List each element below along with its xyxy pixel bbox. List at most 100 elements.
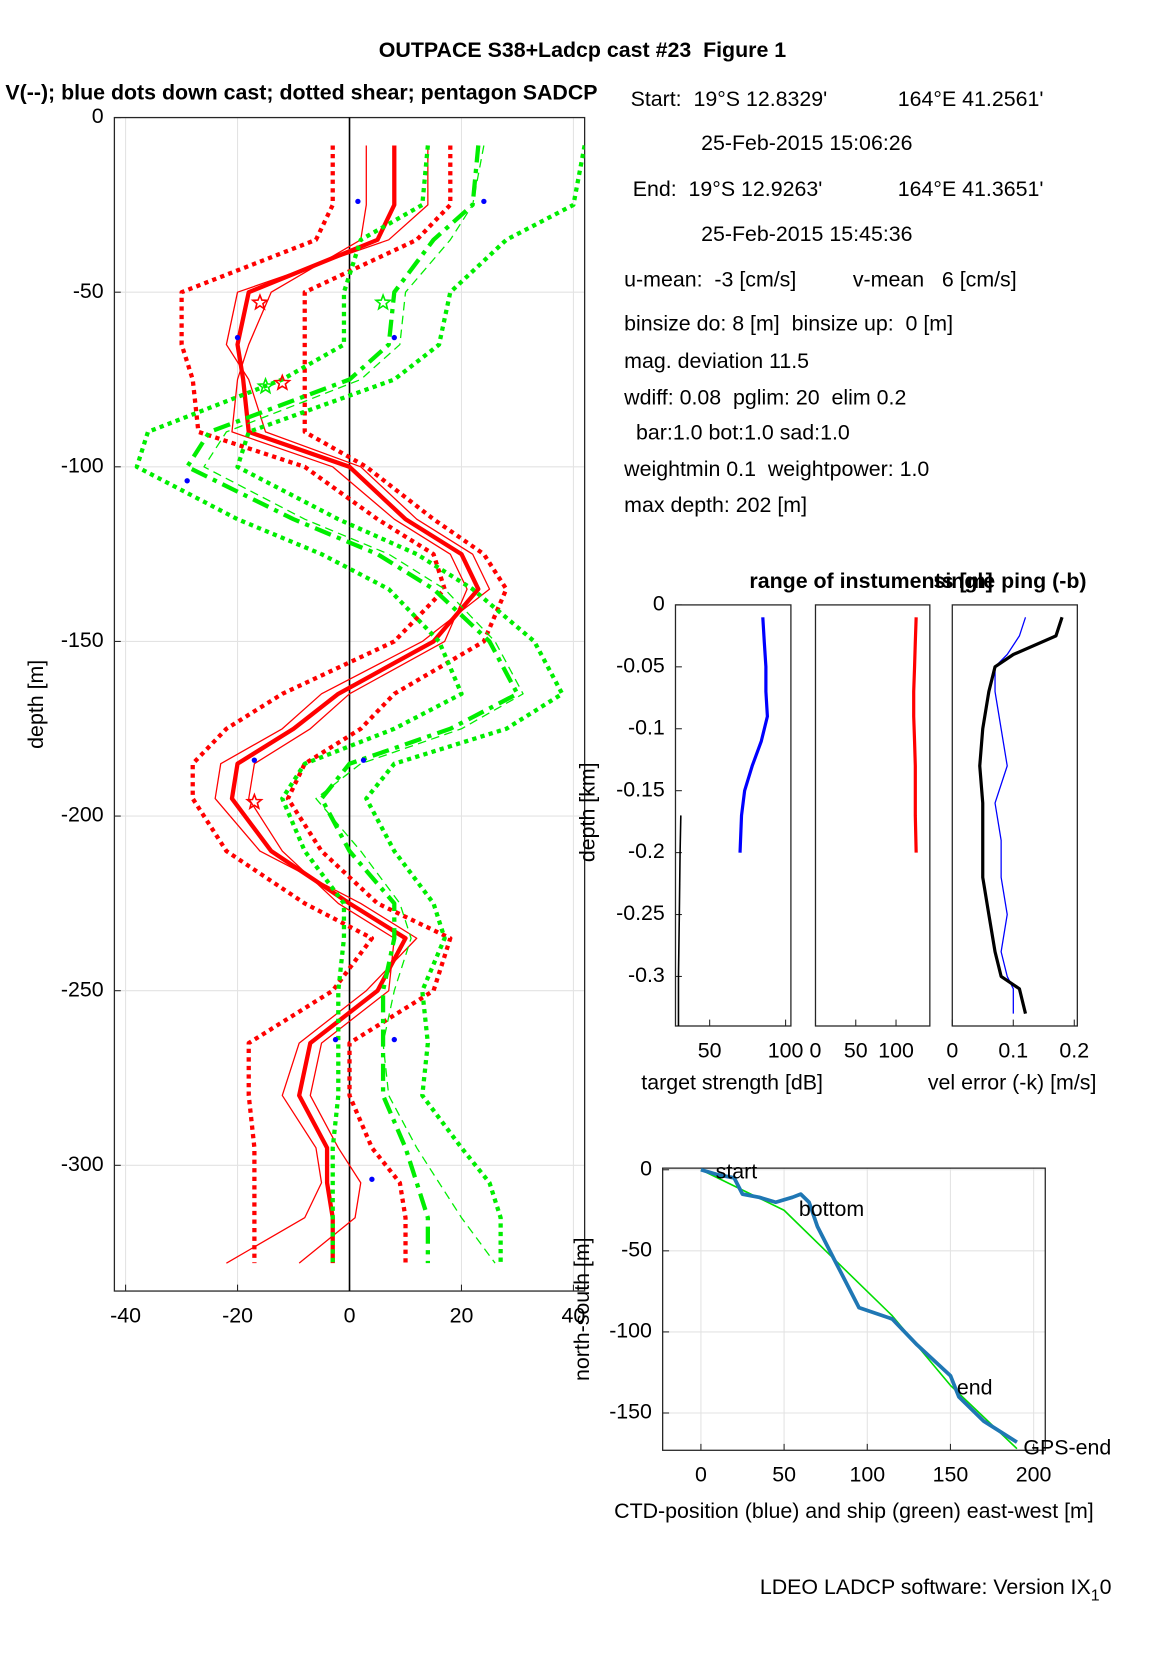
y-tick-label: -100 [61,453,104,477]
data-line [134,145,464,1264]
axes [113,116,586,1292]
x-axis-label: vel error (-k) [m/s] [928,1070,1097,1094]
axes-frame [662,1167,1046,1451]
data-dot [332,1036,339,1043]
y-axis-label: depth [km] [576,762,600,862]
data-dot [391,1036,397,1043]
y-tick-label: -0.25 [616,901,665,925]
data-dot [355,198,361,205]
y-tick-label: -0.3 [628,963,665,987]
x-tick-label: 0 [695,1463,707,1487]
info-text: 25-Feb-2015 15:45:36 [701,222,912,246]
star-marker [250,292,270,311]
y-tick-label: 0 [640,1156,652,1180]
footer-part: 0 [1100,1575,1112,1599]
plot-area [677,617,769,1026]
x-tick-label: 20 [450,1303,474,1327]
data-line [231,145,468,1264]
data-line [285,145,509,1264]
axes-frame [814,604,931,1027]
x-tick-label: 0 [344,1303,356,1327]
footer-part: LDEO LADCP software: Version IX [760,1575,1091,1599]
data-line [229,145,481,1264]
axes [951,604,1078,1027]
plot-area [912,617,918,853]
data-line [179,145,447,1264]
info-text: binsize do: 8 [m] binsize up: 0 [m] [624,312,953,336]
data-line [235,145,585,1264]
data-line [185,145,520,1264]
data-dot [391,334,397,341]
x-tick-label: 0.2 [1059,1038,1089,1062]
data-line [214,145,491,1264]
axes-frame [674,604,792,1027]
axes [662,1167,1046,1451]
info-text: bar:1.0 bot:1.0 sad:1.0 [624,421,850,445]
y-tick-label: -0.15 [616,777,665,801]
data-dot [251,757,258,763]
x-tick-label: 50 [844,1038,868,1062]
footer-part: 1 [1091,1587,1100,1605]
info-text: 164°E 41.2561' [898,87,1044,111]
y-tick-label: -150 [609,1400,652,1424]
annotation: bottom [799,1197,864,1221]
y-tick-label: 0 [92,104,104,128]
info-text: max depth: 202 [m] [624,493,807,517]
info-text: 164°E 41.3651' [898,177,1044,201]
x-tick-label: 0 [810,1038,822,1062]
axes [814,604,931,1027]
x-axis-label: CTD-position (blue) and ship (green) eas… [614,1499,1094,1523]
info-text: Start: 19°S 12.8329' [631,87,828,111]
plot-area [134,145,585,1264]
info-text: u-mean: -3 [cm/s] [624,268,796,292]
star-marker [256,376,275,395]
data-dot [369,1176,375,1182]
star-marker [245,792,264,811]
data-dot [234,334,241,341]
data-dot [184,478,190,484]
data-line [994,617,1027,1014]
star-marker [273,373,292,391]
data-line [700,1168,1018,1444]
data-line [738,617,769,853]
y-tick-label: -300 [61,1152,104,1176]
star-marker [373,292,393,311]
chart-title: OUTPACE S38+Ladcp cast #23 Figure 1 [379,38,786,62]
data-dot [481,198,487,205]
data-line [700,1169,1018,1450]
y-axis-label: depth [m] [24,660,48,749]
info-text: weightmin 0.1 weightpower: 1.0 [623,457,929,481]
y-axis-label: north-south [m] [570,1237,594,1381]
info-text: 25-Feb-2015 15:06:26 [701,131,912,155]
y-tick-label: -100 [609,1319,652,1343]
y-tick-label: -50 [621,1237,652,1261]
info-text: wdiff: 0.08 pglim: 20 elim 0.2 [623,385,906,409]
data-line [912,617,918,853]
y-tick-label: 0 [653,592,665,616]
info-text: End: 19°S 12.9263' [633,177,823,201]
x-tick-label: 40 [562,1303,586,1327]
plot-area [978,616,1064,1014]
y-tick-label: -50 [73,279,104,303]
axes-frame [951,604,1078,1027]
data-line [978,616,1064,1014]
data-line [203,145,524,1264]
info-text: v-mean 6 [cm/s] [853,268,1017,292]
y-tick-label: -250 [61,977,104,1001]
chart-title: range of instuments [m] [749,569,992,593]
x-tick-label: -20 [222,1303,253,1327]
x-tick-label: 100 [849,1463,885,1487]
x-tick-label: 100 [768,1038,804,1062]
y-tick-label: -0.2 [628,839,665,863]
annotation: GPS-end [1023,1435,1111,1459]
x-axis-label: target strength [dB] [641,1070,823,1094]
x-tick-label: 0.1 [998,1038,1028,1062]
x-tick-label: 150 [933,1463,969,1487]
x-tick-label: -40 [110,1303,141,1327]
y-tick-label: -150 [61,628,104,652]
footer: LDEO LADCP software: Version IX10 [760,1575,1112,1605]
y-tick-label: -200 [61,803,104,827]
axes [674,604,792,1027]
